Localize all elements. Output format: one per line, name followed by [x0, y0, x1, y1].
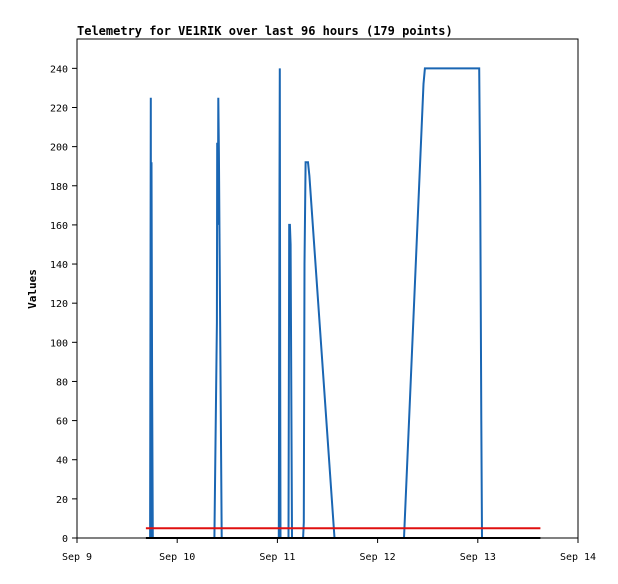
y-tick-label: 100: [50, 338, 68, 349]
x-tick-label: Sep 11: [259, 552, 295, 563]
y-tick-label: 220: [50, 103, 68, 114]
x-tick-label: Sep 12: [360, 552, 396, 563]
y-tick-label: 140: [50, 260, 68, 271]
x-tick-label: Sep 9: [62, 552, 92, 563]
y-tick-label: 20: [56, 495, 68, 506]
y-tick-label: 240: [50, 64, 68, 75]
y-axis-label: Values: [26, 269, 39, 309]
x-tick-label: Sep 14: [560, 552, 596, 563]
chart-title: Telemetry for VE1RIK over last 96 hours …: [77, 24, 453, 38]
y-tick-label: 120: [50, 299, 68, 310]
x-tick-label: Sep 13: [460, 552, 496, 563]
y-tick-label: 0: [62, 534, 68, 545]
series-lines: [145, 67, 541, 539]
y-tick-label: 160: [50, 221, 68, 232]
x-tick-label: Sep 10: [159, 552, 195, 563]
y-tick-label: 60: [56, 417, 68, 428]
y-tick-label: 180: [50, 182, 68, 193]
y-tick-label: 80: [56, 377, 68, 388]
y-tick-label: 200: [50, 143, 68, 154]
y-tick-label: 40: [56, 456, 68, 467]
